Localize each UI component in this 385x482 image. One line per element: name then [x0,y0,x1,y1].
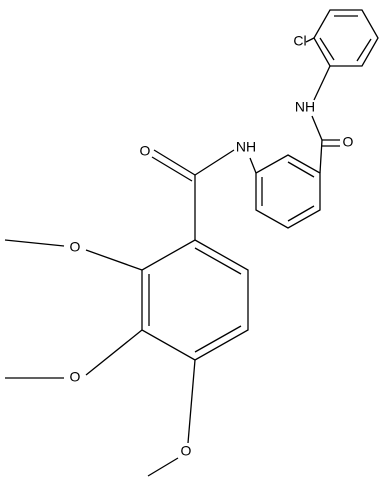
bond [147,457,179,477]
atom-label: O [140,143,151,159]
atom-label: O [343,134,354,150]
atom-label: NH [236,139,256,155]
bond [311,115,323,141]
bond [187,359,196,444]
ring [141,239,249,361]
double-bond [153,149,196,176]
atom-label: Cl [293,33,306,49]
double-bond [356,38,372,62]
bonds [4,9,379,477]
atom-labels: Cl NH O NH O O O O [70,33,354,459]
bond [313,65,331,101]
bond [319,139,323,174]
bond [4,239,65,247]
bond [85,329,143,376]
atom-label: O [181,443,192,459]
double-bond [151,156,193,182]
bond [194,149,235,176]
bond [305,37,315,43]
double-bond [287,205,315,222]
bond [249,157,257,174]
double-bond [194,247,242,275]
atom-label: O [70,239,81,255]
bond [85,249,143,271]
atom-label: O [70,369,81,385]
ring [313,9,379,67]
double-bond [287,161,315,178]
double-bond [194,325,242,353]
double-bond [319,37,335,61]
atom-label: NH [295,99,315,115]
ring [255,154,321,229]
